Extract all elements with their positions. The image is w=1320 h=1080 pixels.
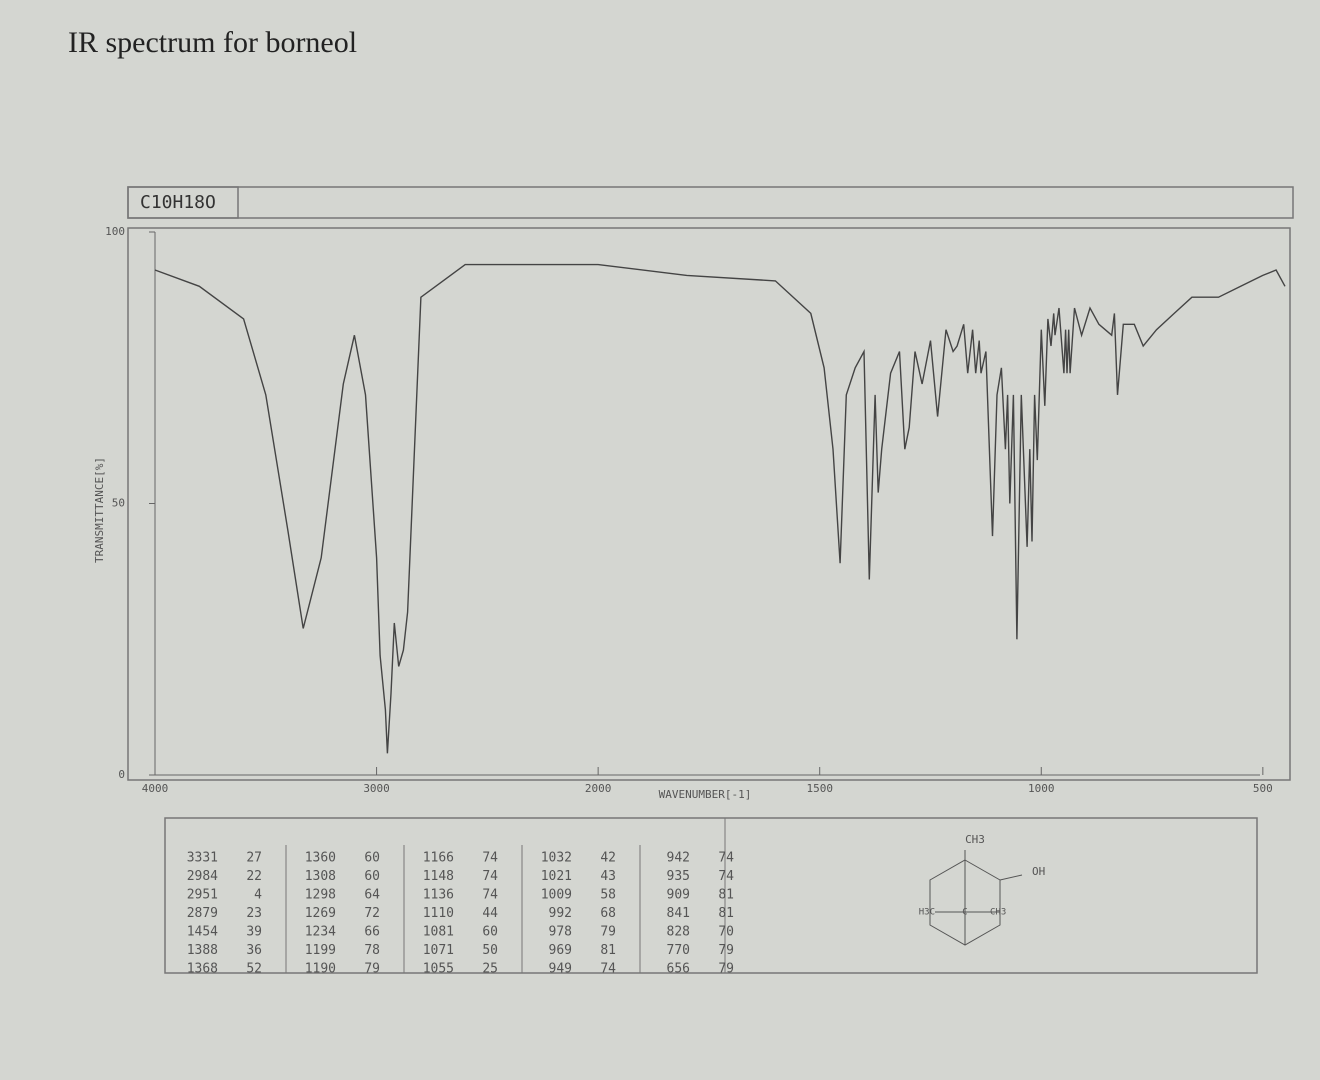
y-tick-label: 0 [118, 768, 125, 781]
peak-transmittance: 78 [364, 943, 380, 958]
peak-wavenumber: 1032 [541, 851, 572, 866]
peak-transmittance: 25 [482, 962, 498, 977]
structure-label: H3C [919, 908, 935, 918]
peak-wavenumber: 1055 [423, 962, 454, 977]
peak-wavenumber: 969 [549, 943, 572, 958]
peak-wavenumber: 909 [667, 888, 690, 903]
x-tick-label: 3000 [363, 782, 390, 795]
peak-wavenumber: 1388 [187, 943, 218, 958]
peak-transmittance: 22 [246, 869, 262, 884]
peak-transmittance: 74 [718, 869, 734, 884]
peak-wavenumber: 2879 [187, 906, 218, 921]
peak-wavenumber: 770 [667, 943, 690, 958]
x-tick-label: 500 [1253, 782, 1273, 795]
peak-wavenumber: 942 [667, 851, 690, 866]
formula-box [127, 186, 1294, 219]
peak-table-box [164, 817, 1258, 974]
structure [929, 850, 1023, 946]
peak-wavenumber: 841 [667, 906, 690, 921]
peak-transmittance: 70 [718, 925, 734, 940]
peak-wavenumber: 1190 [305, 962, 336, 977]
y-tick-label: 100 [105, 225, 125, 238]
peak-transmittance: 23 [246, 906, 262, 921]
peak-transmittance: 68 [600, 906, 616, 921]
peak-transmittance: 36 [246, 943, 262, 958]
peak-wavenumber: 1110 [423, 906, 454, 921]
peak-wavenumber: 1199 [305, 943, 336, 958]
formula: C10H18O [140, 192, 216, 213]
structure-label: OH [1032, 865, 1045, 878]
peak-wavenumber: 1269 [305, 906, 336, 921]
x-tick-label: 1000 [1028, 782, 1055, 795]
peak-wavenumber: 1136 [423, 888, 454, 903]
peak-transmittance: 74 [482, 869, 498, 884]
peak-transmittance: 58 [600, 888, 616, 903]
peak-wavenumber: 1021 [541, 869, 572, 884]
peak-wavenumber: 978 [549, 925, 572, 940]
x-tick-label: 1500 [806, 782, 833, 795]
peak-wavenumber: 656 [667, 962, 690, 977]
peak-transmittance: 44 [482, 906, 498, 921]
structure-label: CH3 [965, 833, 985, 846]
peak-transmittance: 81 [718, 888, 734, 903]
peak-transmittance: 74 [600, 962, 616, 977]
peak-wavenumber: 1166 [423, 851, 454, 866]
y-axis-label: TRANSMITTANCE[%] [93, 457, 106, 563]
peak-transmittance: 74 [718, 851, 734, 866]
peak-transmittance: 60 [482, 925, 498, 940]
peak-wavenumber: 1368 [187, 962, 218, 977]
peak-wavenumber: 1081 [423, 925, 454, 940]
peak-transmittance: 42 [600, 851, 616, 866]
peak-wavenumber: 1360 [305, 851, 336, 866]
peak-transmittance: 72 [364, 906, 380, 921]
peak-wavenumber: 1071 [423, 943, 454, 958]
peak-transmittance: 79 [364, 962, 380, 977]
formula-cell [127, 186, 239, 219]
peak-wavenumber: 935 [667, 869, 690, 884]
peak-transmittance: 79 [718, 962, 734, 977]
peak-transmittance: 79 [718, 943, 734, 958]
peak-transmittance: 81 [718, 906, 734, 921]
peak-transmittance: 50 [482, 943, 498, 958]
peak-transmittance: 4 [254, 888, 262, 903]
peak-transmittance: 27 [246, 851, 262, 866]
peak-wavenumber: 1298 [305, 888, 336, 903]
peak-wavenumber: 1454 [187, 925, 218, 940]
peak-transmittance: 74 [482, 888, 498, 903]
peak-transmittance: 81 [600, 943, 616, 958]
peak-transmittance: 43 [600, 869, 616, 884]
x-tick-label: 2000 [585, 782, 612, 795]
peak-wavenumber: 992 [549, 906, 572, 921]
bond [999, 874, 1023, 881]
x-tick-label: 4000 [142, 782, 169, 795]
peak-transmittance: 39 [246, 925, 262, 940]
x-axis-label: WAVENUMBER[-1] [659, 788, 752, 801]
spectrum-line [154, 263, 1286, 754]
peak-transmittance: 64 [364, 888, 380, 903]
peak-transmittance: 79 [600, 925, 616, 940]
peak-wavenumber: 1234 [305, 925, 336, 940]
peak-transmittance: 60 [364, 869, 380, 884]
peak-wavenumber: 3331 [187, 851, 218, 866]
y-tick-label: 50 [112, 497, 125, 510]
plot-frame [127, 227, 1291, 781]
peak-transmittance: 74 [482, 851, 498, 866]
structure-label: CH3 [990, 908, 1006, 918]
peak-wavenumber: 1148 [423, 869, 454, 884]
peak-transmittance: 52 [246, 962, 262, 977]
peak-transmittance: 66 [364, 925, 380, 940]
peak-wavenumber: 1009 [541, 888, 572, 903]
peak-wavenumber: 828 [667, 925, 690, 940]
page-title: IR spectrum for borneol [68, 26, 357, 59]
peak-wavenumber: 949 [549, 962, 572, 977]
structure-label: C [962, 908, 967, 918]
peak-transmittance: 60 [364, 851, 380, 866]
peak-wavenumber: 2984 [187, 869, 218, 884]
peak-wavenumber: 2951 [187, 888, 218, 903]
peak-wavenumber: 1308 [305, 869, 336, 884]
